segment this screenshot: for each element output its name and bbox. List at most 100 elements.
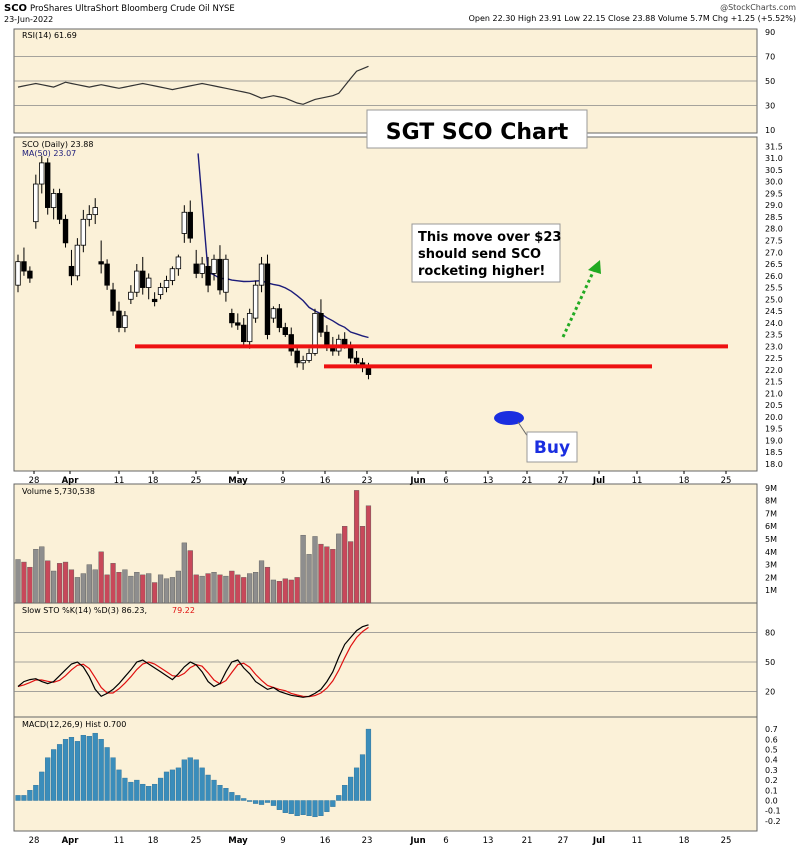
sto-tick-80: 80 — [765, 629, 775, 638]
volume-bar — [318, 543, 324, 604]
title-box — [366, 109, 588, 149]
volume-bar — [56, 563, 63, 604]
volume-bar — [116, 572, 122, 604]
candle-body — [128, 291, 134, 300]
x-tick-label-bottom-14: Jul — [592, 836, 605, 846]
macd-hist-bar — [128, 781, 134, 801]
candle-body — [169, 268, 176, 281]
vol-tick-6M: 6M — [765, 522, 777, 531]
macd-hist-bar — [56, 744, 63, 801]
macd-tick-0.6: 0.6 — [765, 735, 778, 744]
volume-bar — [241, 577, 247, 604]
x-tick-label-bottom-15: 11 — [632, 836, 643, 846]
volume-bar — [324, 546, 330, 604]
x-tick-label-bottom-12: 21 — [522, 836, 533, 846]
volume-bar — [86, 564, 92, 604]
volume-bar — [205, 573, 211, 604]
macd-hist-bar — [294, 800, 300, 817]
note-line-0: This move over $23 — [418, 230, 561, 245]
volume-bar — [258, 560, 265, 604]
x-tick-label-8: 23 — [362, 476, 373, 486]
macd-hist-bar — [342, 785, 348, 801]
volume-bar — [294, 577, 300, 604]
candle-body — [282, 327, 288, 335]
price-tick-21.5: 21.5 — [765, 378, 783, 387]
macd-hist-bar — [122, 777, 128, 801]
volume-bar — [264, 566, 271, 604]
macd-hist-bar — [235, 795, 241, 801]
candle-body — [140, 270, 146, 288]
macd-hist-bar — [353, 767, 360, 801]
candle-body — [241, 324, 247, 343]
candle-body — [80, 218, 87, 246]
macd-hist-bar — [62, 739, 69, 801]
volume-bar — [342, 526, 348, 604]
sto-d-value: 79.22 — [172, 606, 195, 615]
candle-body — [205, 265, 211, 286]
volume-bar — [122, 569, 128, 604]
candle-body — [33, 183, 39, 223]
candle-body — [116, 310, 122, 328]
x-tick-label-3: 18 — [148, 476, 159, 486]
candle-body — [258, 263, 265, 286]
sto-label: Slow STO %K(14) %D(3) 86.23, — [22, 606, 147, 615]
price-tick-29.0: 29.0 — [765, 201, 783, 210]
rsi-line — [17, 65, 369, 105]
volume-bar — [252, 572, 259, 604]
x-tick-label-bottom-1: Apr — [62, 836, 80, 846]
x-tick-label-4: 25 — [191, 476, 202, 486]
volume-bar — [300, 534, 306, 604]
x-tick-label-bottom-9: Jun — [409, 836, 425, 846]
macd-hist-bar — [276, 800, 282, 810]
volume-bar — [92, 569, 98, 604]
macd-hist-bar — [288, 800, 294, 814]
volume-bar — [247, 573, 253, 604]
candle-body — [246, 313, 253, 343]
macd-tick-0.2: 0.2 — [765, 776, 778, 785]
volume-bar — [348, 541, 354, 604]
price-tick-27.5: 27.5 — [765, 236, 783, 245]
macd-hist-bar — [110, 757, 116, 801]
macd-tick-0.5: 0.5 — [765, 746, 778, 755]
volume-bar — [15, 559, 21, 604]
candle-body — [98, 261, 104, 265]
price-tick-18.0: 18.0 — [765, 460, 783, 469]
x-tick-label-7: 16 — [320, 476, 331, 486]
candle-body — [235, 322, 241, 326]
x-tick-label-15: 11 — [632, 476, 643, 486]
macd-hist-bar — [223, 788, 229, 801]
macd-hist-bar — [39, 771, 45, 801]
price-tick-19.5: 19.5 — [765, 425, 783, 434]
macd-hist-bar — [175, 767, 181, 801]
x-tick-label-bottom-5: May — [228, 836, 248, 846]
chart-title: SGT SCO Chart — [386, 120, 569, 145]
price-tick-21.0: 21.0 — [765, 389, 783, 398]
volume-bar — [45, 560, 51, 604]
panel-macd-bg — [13, 716, 758, 832]
candle-body — [145, 277, 152, 288]
volume-bar — [312, 536, 318, 604]
note-line-1: should send SCO — [418, 247, 541, 262]
x-tick-label-5: May — [228, 476, 248, 486]
ma50-line — [197, 153, 369, 339]
candle-body — [45, 162, 51, 208]
x-tick-label-bottom-8: 23 — [362, 836, 373, 846]
ma-label: MA(50) 23.07 — [22, 149, 76, 158]
candle-body — [270, 308, 277, 319]
vol-tick-7M: 7M — [765, 509, 777, 518]
candle-body — [175, 256, 182, 270]
candle-body — [229, 313, 235, 324]
x-tick-label-17: 25 — [721, 476, 732, 486]
candle-body — [181, 211, 188, 234]
volume-bar — [199, 575, 205, 604]
candle-body — [27, 270, 33, 279]
x-tick-label-bottom-2: 11 — [114, 836, 125, 846]
volume-bar — [68, 569, 75, 604]
x-tick-label-bottom-11: 13 — [483, 836, 494, 846]
volume-bar — [175, 570, 181, 604]
price-tick-25.0: 25.0 — [765, 295, 783, 304]
price-tick-27.0: 27.0 — [765, 248, 783, 257]
x-tick-label-bottom-16: 18 — [679, 836, 690, 846]
candle-body — [211, 258, 217, 274]
x-tick-label-13: 27 — [558, 476, 569, 486]
